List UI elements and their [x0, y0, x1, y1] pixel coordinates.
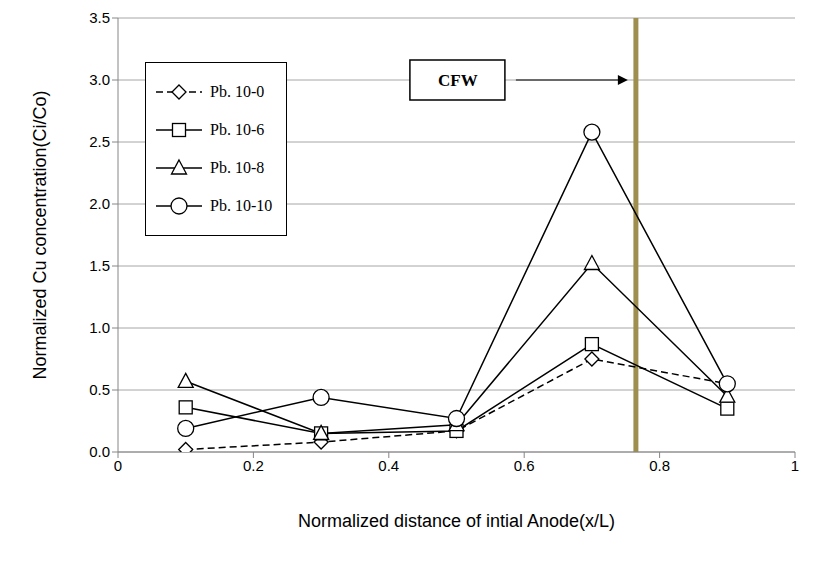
svg-text:0.2: 0.2 [243, 457, 264, 474]
svg-text:1: 1 [791, 457, 799, 474]
svg-text:Normalized Cu concentration(Ci: Normalized Cu concentration(Ci/Co) [30, 90, 50, 379]
svg-text:2.0: 2.0 [89, 195, 110, 212]
svg-text:CFW: CFW [438, 71, 478, 90]
svg-text:0.0: 0.0 [89, 443, 110, 460]
svg-text:0: 0 [114, 457, 122, 474]
svg-text:2.5: 2.5 [89, 133, 110, 150]
svg-text:3.0: 3.0 [89, 71, 110, 88]
svg-text:Normalized distance of intial: Normalized distance of intial Anode(x/L) [298, 511, 615, 531]
svg-text:1.5: 1.5 [89, 257, 110, 274]
svg-text:0.6: 0.6 [514, 457, 535, 474]
html-text:Pb. 10-8: Pb. 10-8 [210, 159, 265, 176]
html-text:Pb. 10-0: Pb. 10-0 [210, 83, 265, 100]
html-text:Pb. 10-6: Pb. 10-6 [210, 121, 265, 138]
html-text:Pb. 10-10: Pb. 10-10 [210, 197, 273, 214]
svg-text:3.5: 3.5 [89, 9, 110, 26]
svg-text:0.4: 0.4 [378, 457, 399, 474]
svg-text:0.5: 0.5 [89, 381, 110, 398]
svg-text:1.0: 1.0 [89, 319, 110, 336]
svg-text:0.8: 0.8 [649, 457, 670, 474]
